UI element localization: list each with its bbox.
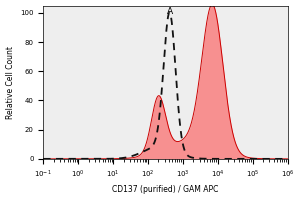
Text: A: A: [167, 7, 173, 16]
X-axis label: CD137 (purified) / GAM APC: CD137 (purified) / GAM APC: [112, 185, 219, 194]
Y-axis label: Relative Cell Count: Relative Cell Count: [6, 46, 15, 119]
